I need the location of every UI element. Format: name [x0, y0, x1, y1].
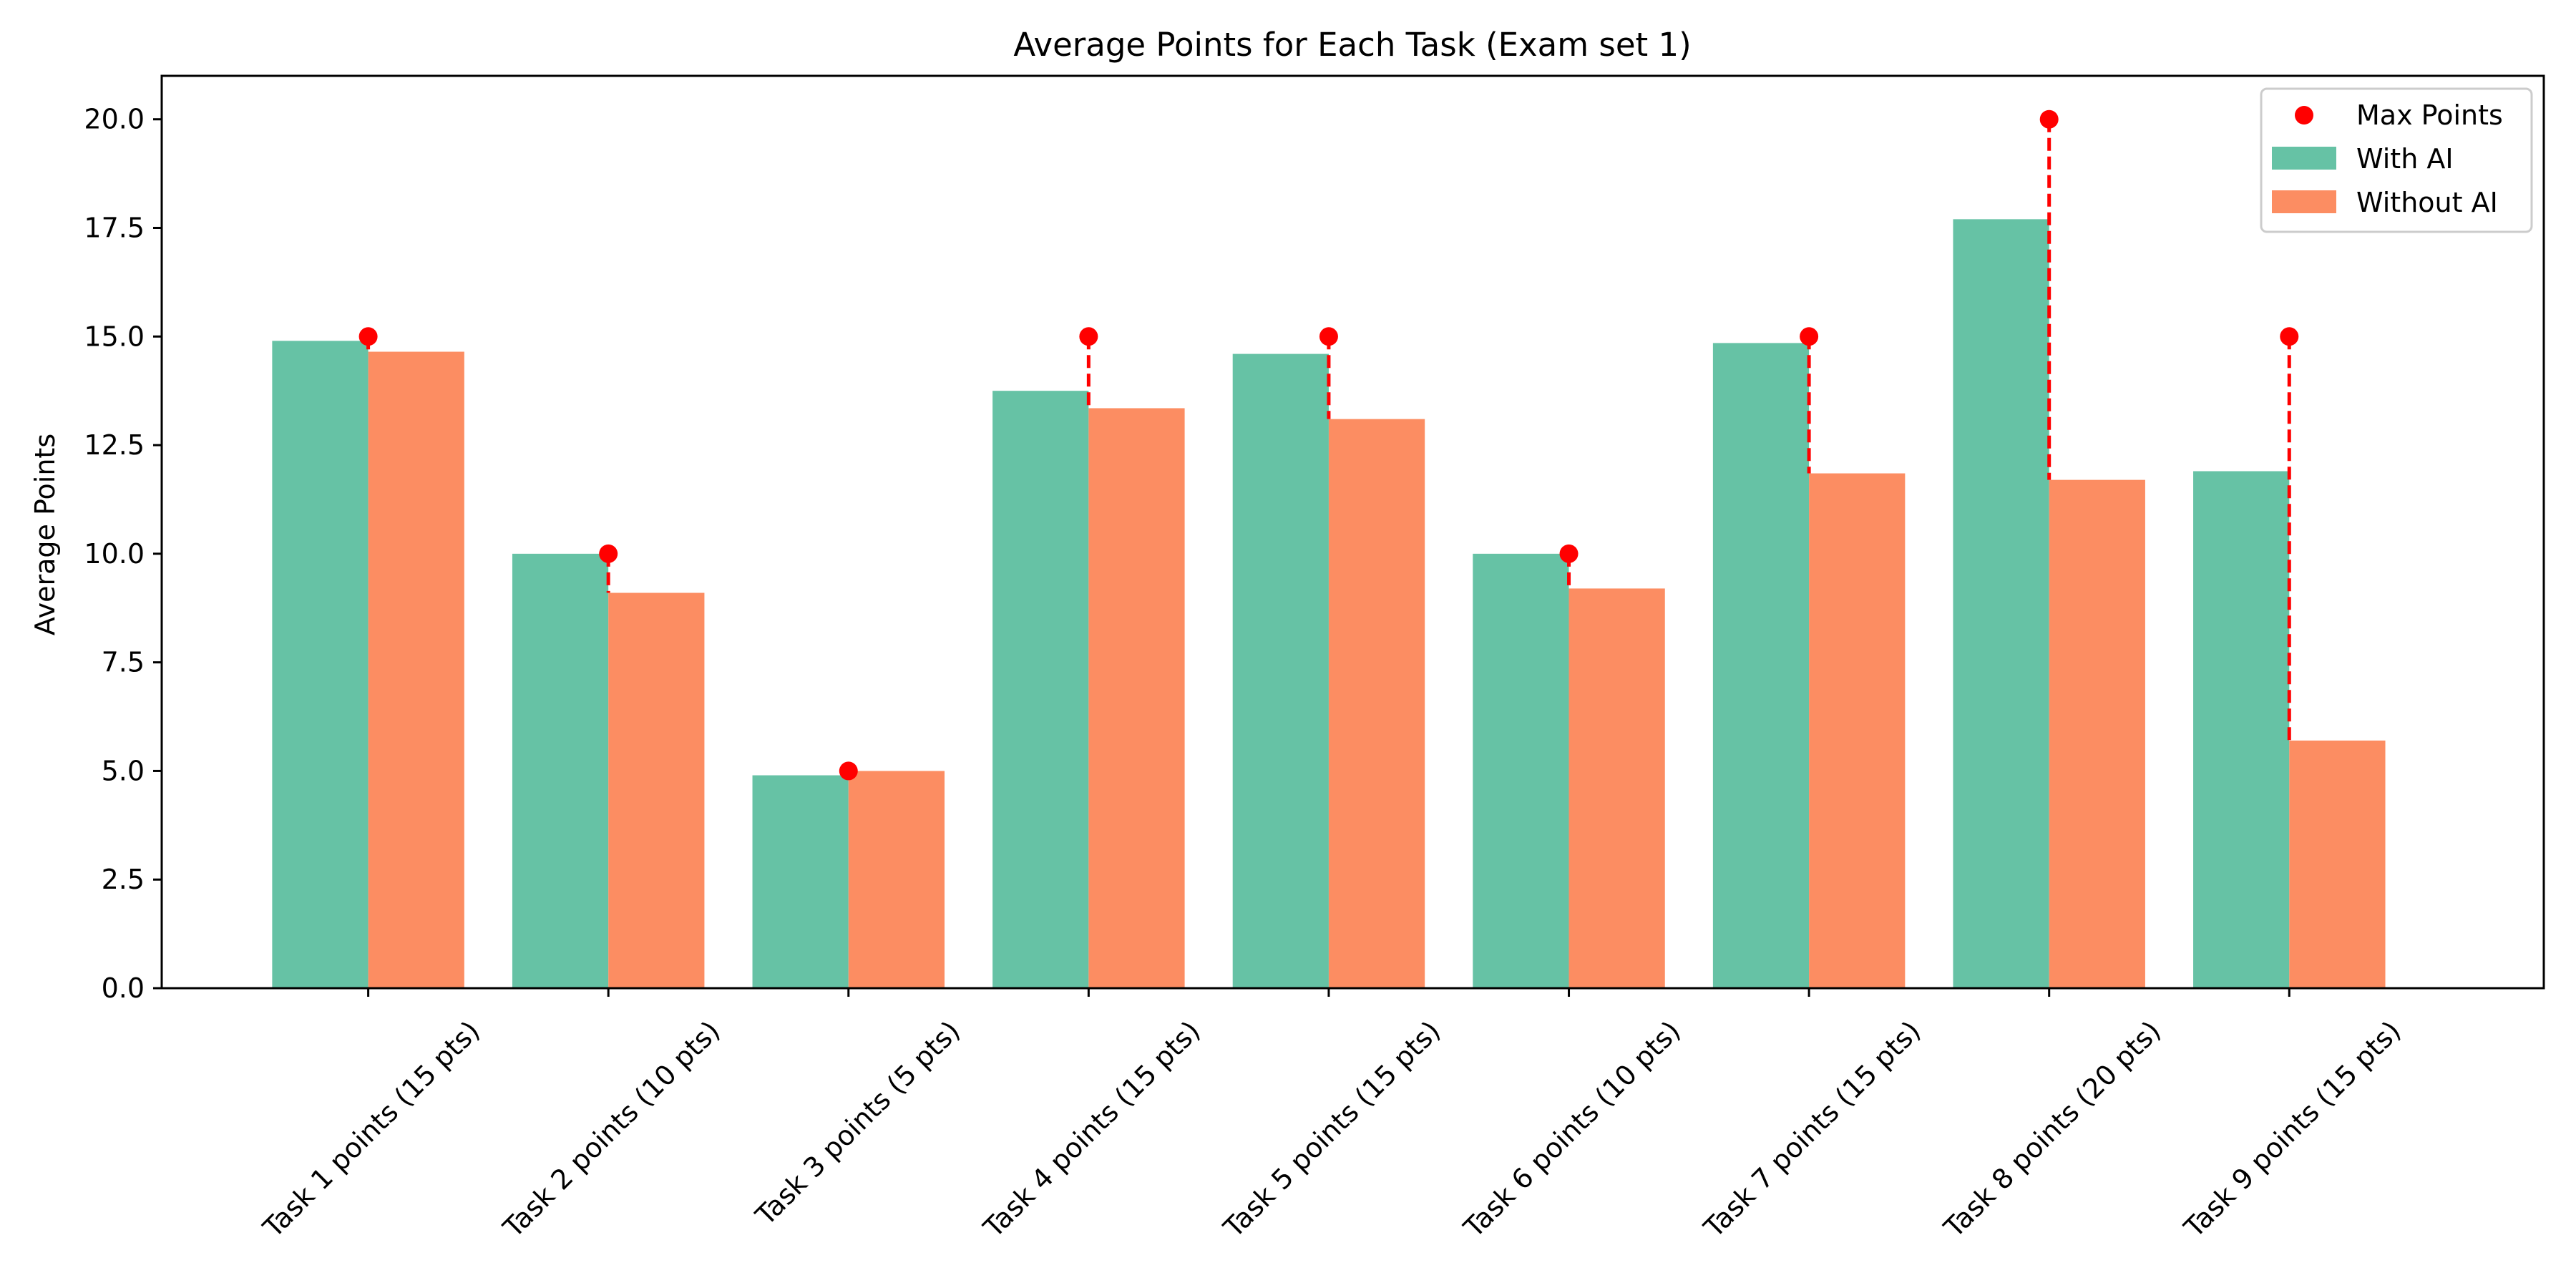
x-tick-label: Task 4 points (15 pts) — [977, 1015, 1206, 1244]
legend-with-ai-label: With AI — [2356, 143, 2454, 175]
max-point-marker — [1559, 544, 1579, 563]
bars-group — [272, 219, 2386, 989]
x-tick-label: Task 1 points (15 pts) — [257, 1015, 486, 1244]
bar-without-ai — [2049, 479, 2145, 988]
max-point-marker — [358, 327, 378, 346]
bar-without-ai — [2289, 740, 2386, 988]
max-point-marker — [839, 761, 858, 781]
bar-with-ai — [272, 341, 369, 988]
legend-max-points-marker — [2295, 106, 2313, 125]
x-tick-label: Task 9 points (15 pts) — [2177, 1015, 2406, 1244]
bar-without-ai — [1328, 419, 1425, 988]
x-tick-label: Task 8 points (20 pts) — [1938, 1015, 2167, 1244]
y-axis-ticks: 0.0 2.5 5.0 7.5 10.0 12.5 15.0 17.5 20.0 — [84, 104, 162, 1004]
legend-with-ai-swatch — [2272, 147, 2336, 170]
y-tick-label: 12.5 — [84, 429, 145, 461]
y-tick-label: 7.5 — [102, 647, 145, 678]
y-axis-label: Average Points — [29, 434, 61, 635]
y-tick-label: 2.5 — [102, 864, 145, 895]
legend-without-ai-swatch — [2272, 190, 2336, 213]
bar-without-ai — [1568, 588, 1665, 988]
x-tick-label: Task 3 points (5 pts) — [749, 1015, 966, 1231]
bar-with-ai — [1712, 343, 1810, 989]
x-tick-label: Task 2 points (10 pts) — [497, 1015, 726, 1244]
max-point-markers-group — [358, 109, 2299, 781]
legend-max-points-label: Max Points — [2356, 99, 2503, 131]
plot-frame — [160, 74, 2545, 990]
bar-with-ai — [1473, 553, 1569, 988]
max-point-marker — [1800, 327, 1819, 346]
x-tick-label: Task 7 points (15 pts) — [1697, 1015, 1926, 1244]
max-point-marker — [2039, 109, 2059, 129]
max-point-marker — [599, 544, 618, 563]
y-tick-label: 10.0 — [84, 538, 145, 570]
x-tick-label: Task 6 points (10 pts) — [1458, 1015, 1687, 1244]
bar-with-ai — [1953, 219, 2049, 988]
legend-without-ai-label: Without AI — [2356, 187, 2498, 218]
bar-with-ai — [752, 775, 849, 988]
bar-without-ai — [848, 771, 945, 988]
x-axis-ticks: Task 1 points (15 pts) Task 2 points (10 … — [257, 988, 2407, 1244]
max-point-marker — [2280, 327, 2299, 346]
x-tick-label: Task 5 points (15 pts) — [1217, 1015, 1446, 1244]
y-tick-label: 15.0 — [84, 321, 145, 352]
bar-without-ai — [1088, 408, 1185, 988]
y-tick-label: 17.5 — [84, 213, 145, 244]
bar-with-ai — [992, 391, 1089, 988]
y-tick-label: 0.0 — [102, 972, 145, 1004]
bar-with-ai — [512, 553, 609, 988]
legend: Max Points With AI Without AI — [2260, 87, 2533, 233]
difference-lines-group — [366, 119, 2291, 776]
max-point-marker — [1079, 327, 1098, 346]
chart-title: Average Points for Each Task (Exam set 1… — [1013, 26, 1691, 64]
bar-with-ai — [2193, 471, 2290, 988]
max-point-marker — [1319, 327, 1338, 346]
bar-without-ai — [368, 351, 464, 988]
bar-with-ai — [1232, 353, 1329, 989]
y-tick-label: 5.0 — [102, 755, 145, 786]
bar-without-ai — [1809, 473, 1906, 988]
bar-without-ai — [608, 592, 705, 988]
y-tick-label: 20.0 — [84, 104, 145, 135]
